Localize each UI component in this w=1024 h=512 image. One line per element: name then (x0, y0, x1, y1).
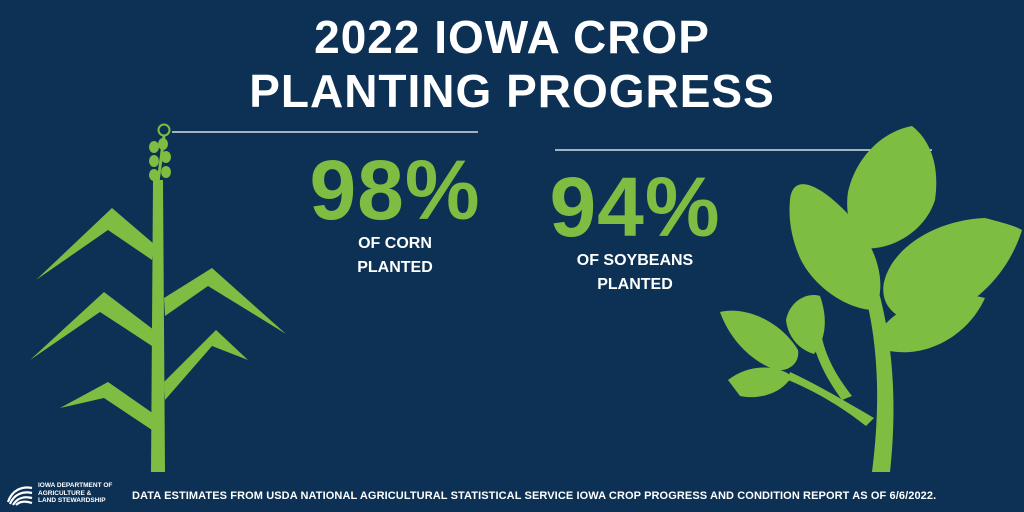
logo-line-1: IOWA DEPARTMENT OF (38, 482, 113, 489)
data-source-footnote: DATA ESTIMATES FROM USDA NATIONAL AGRICU… (132, 490, 937, 502)
logo-line-2: AGRICULTURE & (38, 489, 92, 497)
logo-text: IOWA DEPARTMENT OF AGRICULTURE & LAND ST… (38, 482, 112, 505)
corn-stat: 98% OF CORN PLANTED (300, 148, 490, 280)
title-line-2: PLANTING PROGRESS (249, 65, 775, 117)
corn-percent: 98% (309, 143, 481, 237)
soybean-label-line-2: PLANTED (597, 276, 673, 293)
soybean-percent: 94% (549, 160, 721, 254)
title-line-1: 2022 IOWA CROP (314, 11, 710, 63)
footer: IOWA DEPARTMENT OF AGRICULTURE & LAND ST… (0, 472, 1024, 512)
corn-plant-icon (30, 123, 286, 472)
page-title: 2022 IOWA CROP PLANTING PROGRESS (0, 10, 1024, 118)
soybean-plant-icon (720, 126, 1022, 472)
iowa-ag-logo: IOWA DEPARTMENT OF AGRICULTURE & LAND ST… (6, 478, 126, 508)
corn-label-line-1: OF CORN (358, 235, 432, 252)
logo-line-3: LAND STEWARDSHIP (38, 497, 106, 504)
soybean-label-line-1: OF SOYBEANS (576, 252, 694, 269)
iowa-ag-logo-icon (6, 486, 33, 506)
soybean-stat: 94% OF SOYBEANS PLANTED (540, 165, 730, 297)
corn-label-line-2: PLANTED (357, 259, 433, 276)
